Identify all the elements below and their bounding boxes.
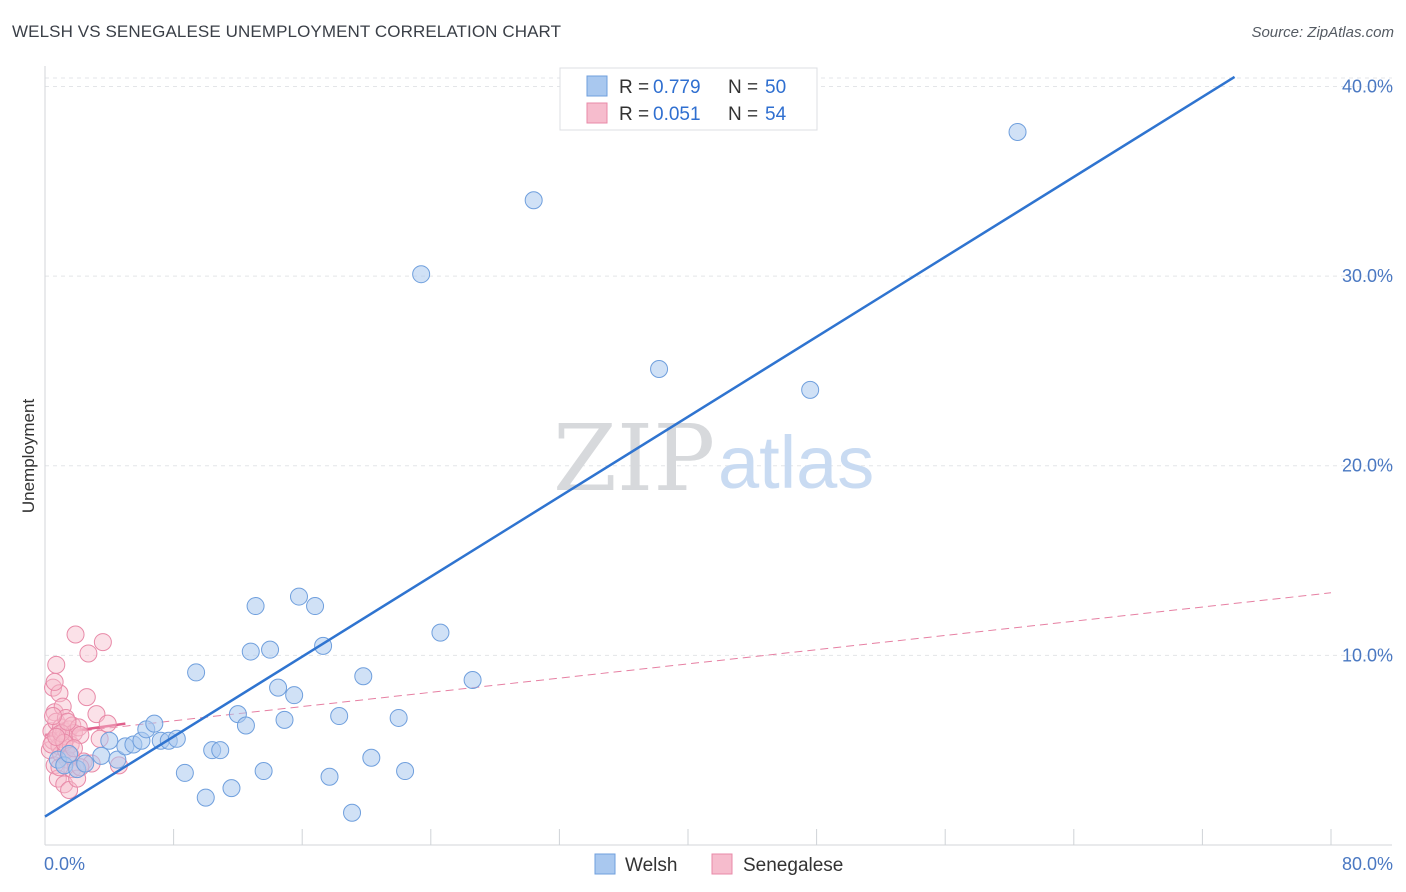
top-legend: R = 0.779 N = 50 R = 0.051 N = 54 [559,67,818,131]
welsh-trend-line [44,75,1236,818]
senegalese-point-34 [79,644,98,663]
legend-n-label-senegalese: N = [728,104,758,125]
welsh-point-18 [196,788,215,807]
welsh-point-4 [76,754,95,773]
welsh-point-5 [92,746,111,765]
welsh-point-23 [236,716,255,735]
welsh-point-39 [389,708,408,727]
welsh-point-28 [269,678,288,697]
senegalese-point-42 [45,672,64,691]
welsh-point-32 [306,597,325,616]
x-tick-labels: 0.0% 80.0% [44,854,1393,874]
welsh-point-43 [463,671,482,690]
grid-lines [45,77,1392,656]
welsh-point-30 [285,686,304,705]
welsh-point-44 [524,191,543,210]
chart-title: WELSH VS SENEGALESE UNEMPLOYMENT CORRELA… [12,22,562,41]
senegalese-point-39 [98,714,117,733]
bottom-legend-label-welsh: Welsh [625,855,677,876]
welsh-trend-solid [44,75,1236,818]
bottom-legend-swatch-senegalese [711,853,733,875]
legend-n-label-welsh: N = [728,77,758,98]
welsh-point-17 [187,663,206,682]
legend-swatch-welsh [586,75,608,97]
welsh-point-24 [241,642,260,661]
y-tick-label-0: 10.0% [1342,645,1393,665]
y-tick-labels: 10.0% 20.0% 30.0% 40.0% [1342,76,1393,665]
watermark-atlas: atlas [718,421,874,504]
senegalese-point-38 [93,633,112,652]
welsh-point-35 [330,707,349,726]
senegalese-trend-line [44,592,1332,737]
welsh-point-34 [320,767,339,786]
welsh-point-7 [108,750,127,769]
x-tick-label-min: 0.0% [44,854,85,874]
welsh-point-2 [60,744,79,763]
welsh-point-40 [396,762,415,781]
senegalese-trend-solid [44,722,126,737]
legend-n-value-senegalese: 54 [765,104,787,125]
legend-n-value-welsh: 50 [765,77,786,98]
welsh-point-16 [175,763,194,782]
watermark-zip: ZIP [553,405,715,512]
welsh-point-42 [431,623,450,642]
senegalese-point-30 [69,718,88,737]
legend-r-value-welsh: 0.779 [653,77,701,98]
senegalese-point-10 [50,684,69,703]
senegalese-point-33 [77,688,96,707]
senegalese-trend-dashed [44,592,1332,736]
senegalese-point-51 [47,727,66,746]
welsh-point-27 [261,640,280,659]
watermark: ZIP atlas [553,405,874,512]
senegalese-point-6 [47,655,66,674]
bottom-legend-label-senegalese: Senegalese [743,855,843,876]
legend-r-value-senegalese: 0.051 [653,104,701,125]
welsh-point-31 [289,587,308,606]
y-tick-label-2: 30.0% [1342,266,1393,286]
welsh-point-6 [100,731,119,750]
legend-r-label-welsh: R = [619,77,649,98]
senegalese-point-50 [44,707,63,726]
x-tick-label-max: 80.0% [1342,854,1393,874]
welsh-points [48,122,1027,822]
legend-r-label-senegalese: R = [619,104,649,125]
welsh-point-37 [354,667,373,686]
welsh-point-41 [412,265,431,284]
y-axis-label: Unemployment [19,399,38,514]
source-credit: Source: ZipAtlas.com [1251,24,1394,41]
welsh-point-21 [222,779,241,798]
welsh-point-12 [145,714,164,733]
senegalese-point-27 [64,724,83,743]
legend-swatch-senegalese [586,102,608,124]
welsh-point-26 [254,762,273,781]
welsh-point-20 [211,741,230,760]
welsh-point-45 [650,360,669,379]
welsh-point-36 [343,803,362,822]
welsh-point-29 [275,710,294,729]
welsh-point-47 [1008,122,1027,141]
bottom-legend: Welsh Senegalese [594,853,843,876]
senegalese-point-28 [66,625,85,644]
bottom-legend-swatch-welsh [594,853,616,875]
welsh-point-38 [362,748,381,767]
welsh-point-25 [246,597,265,616]
y-tick-label-3: 40.0% [1342,76,1393,96]
y-tick-label-1: 20.0% [1342,456,1393,476]
welsh-point-46 [801,380,820,399]
